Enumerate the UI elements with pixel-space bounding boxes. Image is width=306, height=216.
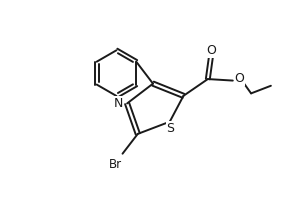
Text: N: N [114, 97, 123, 110]
Text: O: O [207, 44, 216, 57]
Text: Br: Br [109, 158, 122, 171]
Text: O: O [235, 72, 244, 85]
Text: S: S [166, 122, 174, 135]
